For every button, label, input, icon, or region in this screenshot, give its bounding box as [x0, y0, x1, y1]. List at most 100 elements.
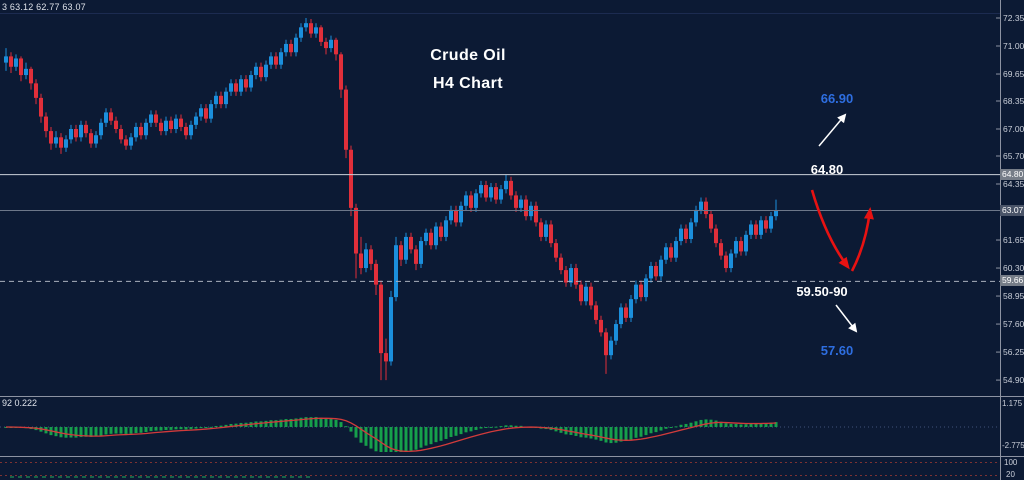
macd-histogram-bar: [379, 427, 383, 452]
macd-histogram-bar: [94, 427, 98, 437]
macd-histogram-bar: [289, 418, 293, 427]
candle-body: [279, 52, 283, 65]
candle-body: [479, 185, 483, 194]
candle-body: [619, 307, 623, 325]
macd-histogram-bar: [174, 427, 178, 430]
candle-body: [69, 129, 73, 140]
macd-histogram-bar: [719, 421, 723, 427]
candle-body: [114, 120, 118, 130]
macd-histogram-bar: [399, 427, 403, 452]
macd-histogram-bar: [269, 420, 273, 427]
candle-body: [119, 129, 123, 140]
candle-body: [144, 122, 148, 136]
candle-body: [244, 79, 248, 88]
candle-body: [654, 265, 658, 277]
candle-body: [649, 265, 653, 279]
macd-histogram-bar: [744, 424, 748, 427]
candle-body: [494, 187, 498, 200]
candle-body: [614, 324, 618, 341]
candle-body: [609, 340, 613, 356]
macd-histogram-bar: [109, 427, 113, 434]
candle-body: [394, 245, 398, 298]
candle-body: [709, 214, 713, 229]
macd-histogram-bar: [614, 427, 618, 443]
macd-histogram-bar: [729, 423, 733, 427]
candle-body: [744, 234, 748, 252]
candle-body: [39, 97, 43, 117]
macd-histogram-bar: [774, 422, 778, 427]
macd-histogram-bar: [419, 427, 423, 448]
candle-body: [484, 185, 488, 198]
macd-histogram-bar: [84, 427, 88, 437]
candle-body: [169, 120, 173, 130]
candle-body: [54, 137, 58, 144]
candle-body: [104, 112, 108, 123]
macd-histogram-bar: [619, 427, 623, 442]
white-arrow-to-lower-target: [835, 304, 858, 333]
macd-histogram-bar: [284, 419, 288, 427]
candle-body: [99, 122, 103, 136]
candle-body: [579, 284, 583, 302]
candle-body: [519, 199, 523, 208]
macd-histogram-bar: [704, 419, 708, 427]
macd-histogram-bar: [449, 427, 453, 437]
subpanel-scale-top-label: 100: [1004, 458, 1018, 467]
macd-histogram-bar: [739, 424, 743, 427]
macd-histogram-bar: [344, 426, 348, 428]
candle-body: [754, 224, 758, 235]
macd-histogram-bar: [389, 427, 393, 452]
macd-signal-line: [5, 417, 777, 453]
candle-body: [339, 54, 343, 90]
price-tick-label: 68.35: [1003, 96, 1024, 106]
macd-histogram-bar: [309, 417, 313, 427]
macd-histogram-bar: [314, 417, 318, 427]
macd-histogram-bar: [454, 427, 458, 436]
macd-histogram-bar: [609, 427, 613, 444]
macd-histogram-bar: [359, 427, 363, 443]
macd-histogram-bar: [509, 425, 513, 427]
macd-histogram-bar: [214, 425, 218, 427]
macd-histogram-bar: [474, 427, 478, 430]
price-axis[interactable]: 72.35 71.00 69.65 68.35 67.00 65.70 64.35 61.65…: [1000, 0, 1024, 480]
macd-histogram-bar: [129, 427, 133, 434]
macd-histogram-bar: [294, 418, 298, 427]
macd-histogram-bar: [139, 427, 143, 433]
macd-histogram-bar: [339, 422, 343, 427]
candle-body: [129, 137, 133, 146]
candle-body: [239, 79, 243, 92]
macd-histogram-bar: [464, 427, 468, 433]
macd-histogram-bar: [409, 427, 413, 451]
macd-histogram-bar: [514, 425, 518, 427]
price-tick-label: 61.65: [1003, 235, 1024, 246]
macd-histogram-bar: [179, 427, 183, 430]
candle-body: [354, 207, 358, 254]
price-tick-label: 54.90: [1003, 375, 1024, 386]
macd-histogram-bar: [279, 419, 283, 427]
candle-body: [59, 137, 63, 148]
candle-body: [264, 64, 268, 78]
macd-histogram-bar: [64, 427, 68, 438]
upper-target-label: 66.90: [820, 91, 854, 106]
candle-body: [679, 228, 683, 242]
candle-body: [9, 56, 13, 67]
price-tick-label: 64.35: [1003, 179, 1024, 189]
candle-body: [719, 243, 723, 256]
candle-body: [174, 118, 178, 130]
macd-histogram-bar: [479, 427, 483, 429]
candle-body: [569, 268, 573, 283]
candle-body: [564, 270, 568, 283]
candle-body: [539, 222, 543, 237]
candle-body: [774, 210, 778, 217]
candle-body: [459, 205, 463, 223]
candle-body: [489, 187, 493, 198]
macd-histogram-bar: [229, 423, 233, 427]
price-tick-label: 72.35: [1003, 13, 1024, 23]
macd-histogram-bar: [579, 427, 583, 438]
macd-histogram-bar: [134, 427, 138, 434]
price-tick-label: 56.25: [1003, 347, 1024, 358]
candle-body: [254, 66, 258, 76]
candle-body: [629, 299, 633, 318]
macd-histogram-bar: [319, 417, 323, 427]
macd-histogram-bar: [274, 420, 278, 427]
